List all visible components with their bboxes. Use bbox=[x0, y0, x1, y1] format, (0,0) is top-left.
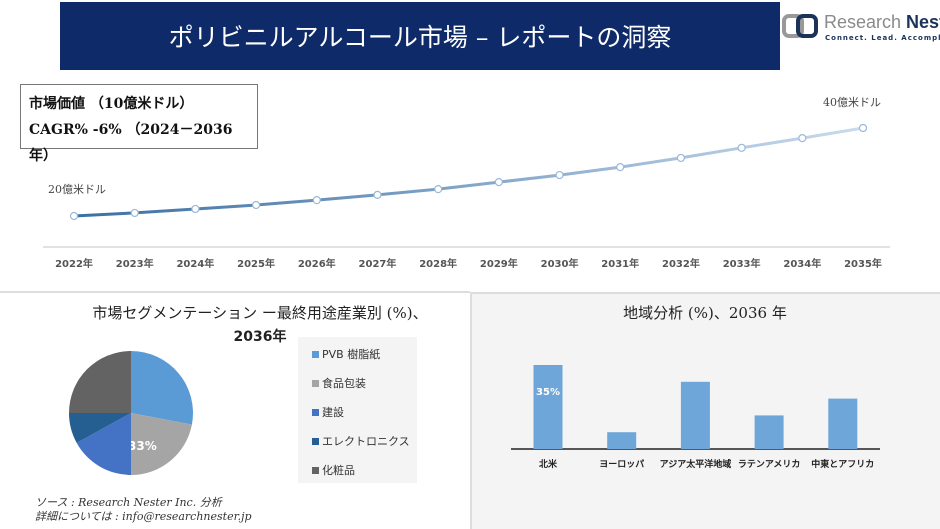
logo-tagline: Connect. Lead. Accomplish bbox=[825, 34, 940, 42]
page-title: ポリビニルアルコール市場 – レポートの洞察 bbox=[168, 23, 672, 52]
data-point bbox=[191, 204, 200, 214]
legend-item: エレクトロニクス bbox=[312, 433, 410, 449]
legend-swatch bbox=[312, 350, 319, 358]
legend-item: 建設 bbox=[312, 404, 344, 420]
report-title-banner: ポリビニルアルコール市場 – レポートの洞察 bbox=[60, 2, 780, 70]
legend-swatch bbox=[312, 466, 319, 474]
data-point bbox=[737, 143, 746, 152]
pie-slice bbox=[69, 413, 131, 443]
x-tick-label: 2025年 bbox=[237, 257, 275, 270]
bar-title: 地域分析 (%)、2036 年 bbox=[623, 304, 787, 322]
market-value-label: 市場価値 （10億米ドル） bbox=[29, 96, 194, 112]
data-point bbox=[434, 185, 443, 194]
logo-name: Research Nester bbox=[824, 12, 940, 32]
bar-category-label: 北米 bbox=[539, 458, 558, 470]
x-tick-label: 2030年 bbox=[541, 257, 579, 270]
x-tick-label: 2031年 bbox=[601, 257, 639, 270]
legend-label: 建設 bbox=[322, 406, 344, 419]
cagr-label: CAGR% -6% （2024－2036年） bbox=[29, 122, 233, 164]
pie-data-label: 33% bbox=[128, 439, 157, 453]
bar bbox=[754, 415, 784, 449]
x-tick-label: 2022年 bbox=[55, 257, 93, 270]
market-line-chart: 2022年 2023年 2024年 2025年 2026年 2027年 2028年 2029年… bbox=[43, 96, 890, 270]
end-value-label: 40億米ドル bbox=[823, 96, 881, 109]
bar-category-label: ヨーロッパ bbox=[599, 458, 644, 470]
x-tick-label: 2027年 bbox=[359, 257, 397, 270]
x-tick-label: 2026年 bbox=[298, 257, 336, 270]
legend-label: 食品包装 bbox=[322, 377, 366, 390]
legend-swatch bbox=[312, 437, 319, 445]
data-point bbox=[373, 190, 382, 199]
start-value-label: 20億米ドル bbox=[48, 183, 106, 196]
x-tick-label: 2033年 bbox=[723, 257, 761, 270]
pie-slice bbox=[131, 351, 194, 425]
data-point bbox=[555, 170, 564, 180]
pie-slice bbox=[69, 351, 131, 413]
data-point bbox=[858, 123, 868, 133]
data-point bbox=[251, 200, 261, 210]
x-tick-label: 2032年 bbox=[662, 257, 700, 270]
legend-label: PVB 樹脂紙 bbox=[322, 348, 381, 361]
research-nester-logo: Research Nester Connect. Lead. Accomplis… bbox=[782, 10, 940, 50]
market-value-line bbox=[73, 126, 864, 218]
bar-category-label: ラテンアメリカ bbox=[738, 459, 801, 470]
bar bbox=[680, 381, 710, 449]
market-value-box: 市場価値 （10億米ドル） CAGR% -6% （2024－2036年） bbox=[20, 84, 258, 164]
legend-swatch bbox=[312, 379, 319, 387]
legend-item: 化粧品 bbox=[312, 462, 355, 478]
contact-line: 詳細については : info@researchnester.jp bbox=[35, 510, 252, 523]
data-point bbox=[69, 211, 79, 221]
pie-slice bbox=[76, 413, 131, 475]
data-point bbox=[798, 134, 807, 143]
bar-data-label: 35% bbox=[536, 387, 560, 398]
data-point bbox=[676, 153, 686, 163]
legend-swatch bbox=[312, 408, 319, 416]
source-note: ソース : Research Nester Inc. 分析 詳細については : … bbox=[35, 496, 252, 524]
data-point bbox=[130, 208, 139, 218]
bar bbox=[607, 432, 637, 449]
x-tick-label: 2028年 bbox=[419, 257, 457, 270]
pie-title: 市場セグメンテーション ー最終用途産業別 (%)、 bbox=[92, 304, 428, 322]
section-divider bbox=[0, 291, 470, 293]
x-tick-label: 2035年 bbox=[844, 257, 882, 270]
pie-legend: PVB 樹脂紙 食品包装建設エレクトロニクス 化粧品 bbox=[298, 337, 417, 483]
pie-subtitle: 2036年 bbox=[233, 329, 287, 345]
legend-item: 食品包装 bbox=[312, 375, 366, 391]
data-point bbox=[312, 196, 321, 205]
legend-item: PVB 樹脂紙 bbox=[312, 346, 380, 362]
pie-slice bbox=[131, 413, 192, 475]
data-point bbox=[494, 178, 503, 187]
data-point bbox=[616, 163, 625, 172]
source-line: ソース : Research Nester Inc. 分析 bbox=[35, 496, 222, 509]
legend-label: 化粧品 bbox=[322, 464, 355, 477]
legend-label: エレクトロニクス bbox=[322, 435, 410, 448]
x-tick-label: 2023年 bbox=[116, 257, 154, 270]
bar-category-label: 中東とアフリカ bbox=[811, 458, 874, 470]
x-tick-label: 2034年 bbox=[783, 257, 821, 270]
bar bbox=[828, 398, 858, 449]
logo-mark-icon bbox=[782, 14, 818, 38]
x-tick-label: 2024年 bbox=[176, 257, 214, 270]
x-tick-label: 2029年 bbox=[480, 257, 518, 270]
segment-pie-chart: 33% bbox=[69, 351, 194, 475]
bar-category-label: アジア太平洋地域 bbox=[660, 458, 732, 470]
bar bbox=[533, 365, 563, 449]
